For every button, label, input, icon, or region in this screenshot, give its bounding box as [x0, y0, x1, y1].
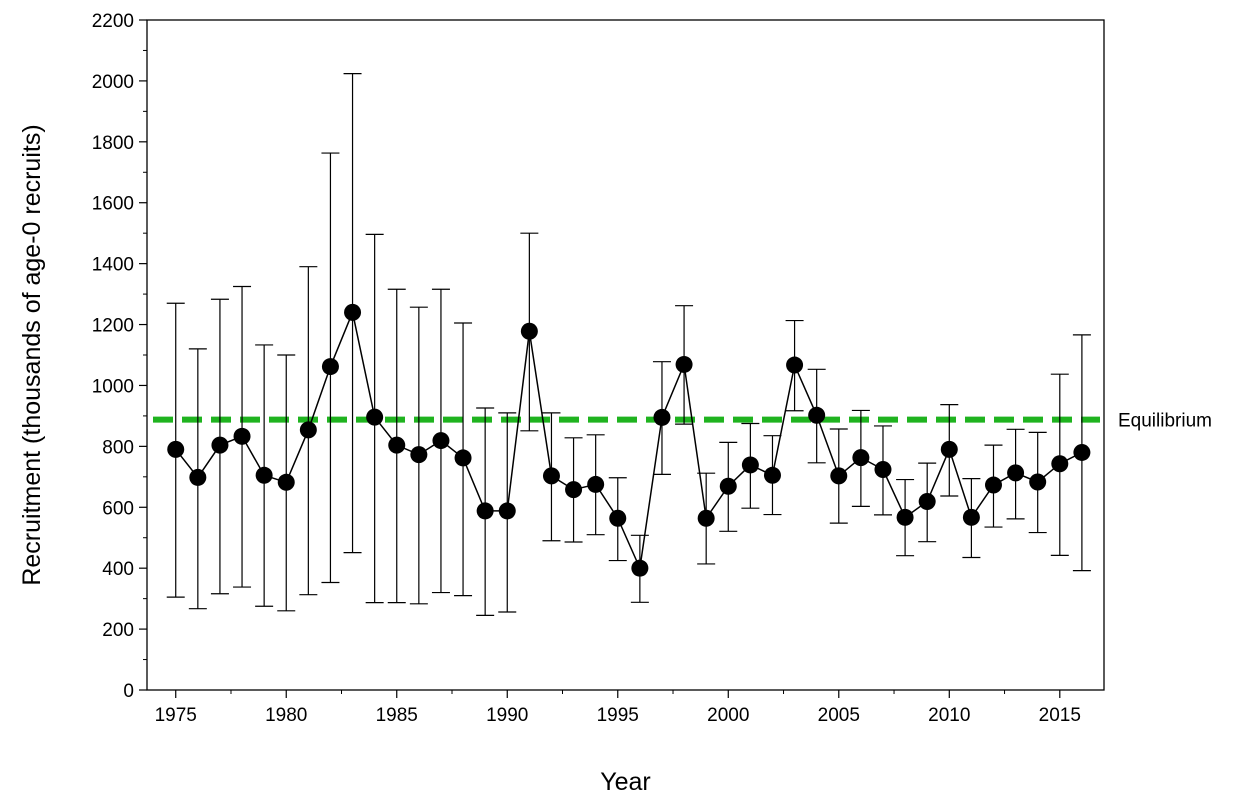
x-tick-label: 1975 [155, 705, 197, 726]
axis-layer: 0 200 400 600 800 1000 1200 1400 1600 1800 2000 220… [92, 11, 1105, 726]
x-tick-label: 2005 [818, 705, 860, 726]
data-point [211, 436, 229, 454]
y-tick-label: 1800 [92, 133, 134, 154]
data-point [454, 449, 472, 467]
data-point [1007, 464, 1025, 482]
data-point [498, 502, 516, 520]
data-point [763, 466, 781, 484]
x-axis-title: Year [600, 768, 651, 796]
plot-layer: Equilibrium [153, 72, 1212, 616]
x-tick-label: 2000 [707, 705, 749, 726]
data-point [542, 467, 560, 485]
data-point [255, 466, 273, 484]
data-point [344, 303, 362, 321]
data-point [587, 475, 605, 493]
data-point [962, 508, 980, 526]
data-point [167, 440, 185, 458]
x-tick-label: 2015 [1039, 705, 1081, 726]
data-point [565, 481, 583, 499]
y-tick-label: 0 [123, 681, 134, 702]
data-point [830, 467, 848, 485]
data-point [1029, 473, 1047, 491]
data-point [697, 509, 715, 527]
y-tick-label: 1200 [92, 316, 134, 337]
x-tick-label: 1995 [597, 705, 639, 726]
data-point [1051, 455, 1069, 473]
data-point [189, 468, 207, 486]
x-tick-label: 1985 [376, 705, 418, 726]
data-point [940, 440, 958, 458]
data-point [1073, 443, 1091, 461]
data-point [432, 432, 450, 450]
data-point [476, 502, 494, 520]
data-point [918, 492, 936, 510]
data-point [388, 436, 406, 454]
data-point [675, 355, 693, 373]
data-point [299, 421, 317, 439]
y-tick-label: 1000 [92, 376, 134, 397]
y-tick-label: 600 [102, 498, 134, 519]
y-axis-title: Recruitment (thousands of age-0 recruits… [18, 124, 46, 585]
x-tick-label: 1990 [486, 705, 528, 726]
equilibrium-label: Equilibrium [1118, 411, 1212, 432]
data-point [874, 461, 892, 479]
data-point [653, 408, 671, 426]
data-point [410, 446, 428, 464]
y-tick-label: 2000 [92, 72, 134, 93]
y-tick-label: 400 [102, 559, 134, 580]
x-tick-label: 1980 [265, 705, 307, 726]
data-point [520, 322, 538, 340]
x-tick-label: 2010 [928, 705, 970, 726]
data-point [631, 559, 649, 577]
data-point [609, 509, 627, 527]
data-point [277, 473, 295, 491]
y-tick-label: 200 [102, 620, 134, 641]
y-tick-label: 1600 [92, 194, 134, 215]
data-point [808, 406, 826, 424]
data-point [741, 456, 759, 474]
data-point [852, 449, 870, 467]
y-tick-label: 2200 [92, 11, 134, 32]
data-point [719, 477, 737, 495]
series-line [175, 309, 1083, 571]
y-tick-label: 1400 [92, 255, 134, 276]
data-point [233, 427, 251, 445]
data-point [321, 358, 339, 376]
y-tick-label: 800 [102, 437, 134, 458]
data-point [984, 476, 1002, 494]
data-point [786, 356, 804, 374]
data-point [896, 508, 914, 526]
data-point [366, 408, 384, 426]
